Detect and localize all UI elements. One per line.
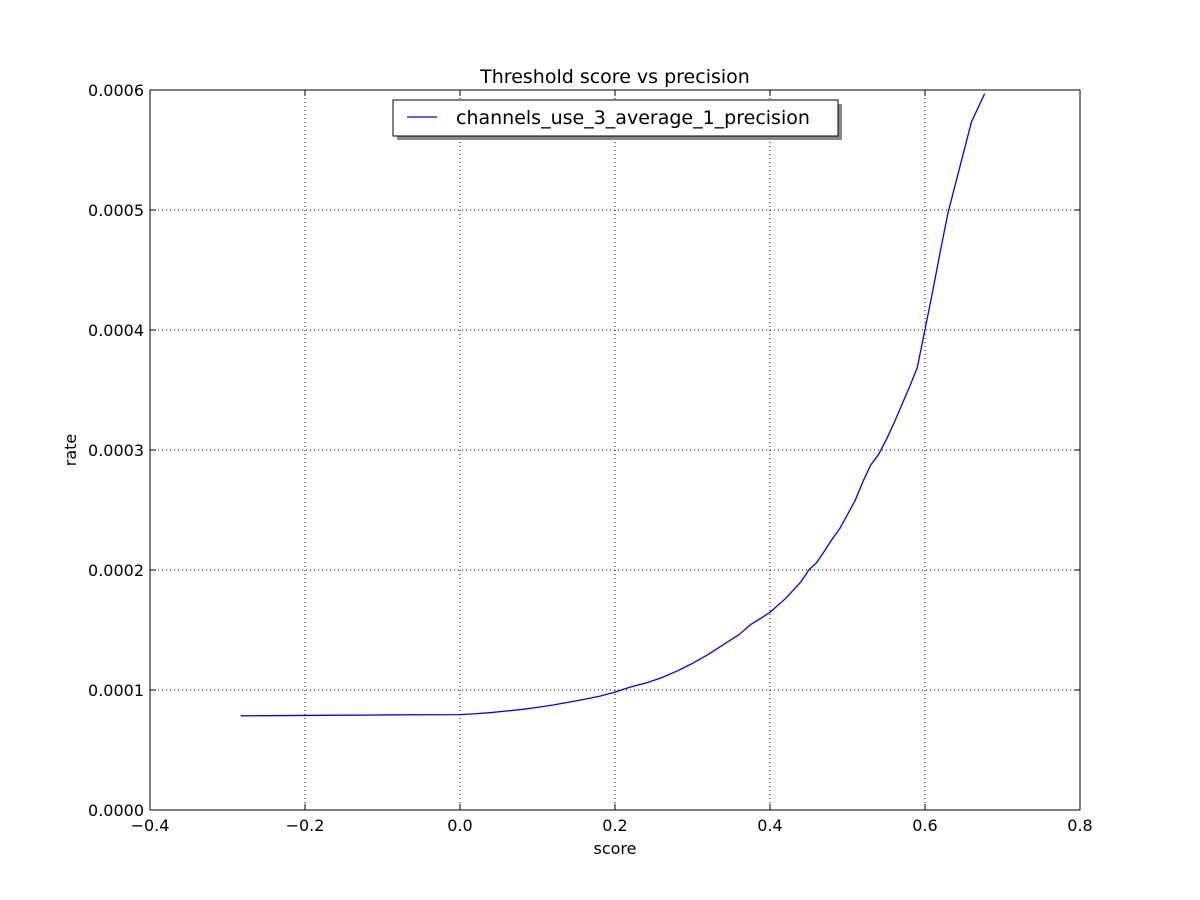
y-tick-label: 0.0001 — [88, 681, 144, 700]
x-tick-label: 0.4 — [757, 816, 782, 835]
y-axis-label: rate — [61, 434, 80, 467]
grid — [150, 90, 1080, 810]
axis-ticks: −0.4 −0.2 0.0 0.2 0.4 0.6 0.8 0.0000 0.0001 0.000… — [88, 81, 1093, 835]
x-tick-label: 0.2 — [602, 816, 627, 835]
x-tick-label: 0.0 — [447, 816, 472, 835]
legend-box — [392, 99, 839, 137]
legend: channels_use_3_average_1_precision — [392, 99, 842, 140]
y-tick-label: 0.0005 — [88, 201, 144, 220]
chart-title: Threshold score vs precision — [479, 66, 750, 88]
series-line — [240, 93, 986, 717]
series-layer — [240, 93, 986, 717]
y-tick-label: 0.0004 — [88, 321, 144, 340]
x-tick-label: −0.2 — [286, 816, 325, 835]
y-tick-label: 0.0000 — [88, 801, 144, 820]
x-axis-label: score — [594, 839, 637, 858]
y-tick-label: 0.0002 — [88, 561, 144, 580]
y-tick-label: 0.0006 — [88, 81, 144, 100]
x-tick-label: 0.6 — [912, 816, 937, 835]
x-tick-label: −0.4 — [131, 816, 170, 835]
legend-entry-label: channels_use_3_average_1_precision — [456, 107, 810, 129]
x-tick-label: 0.8 — [1067, 816, 1092, 835]
y-tick-label: 0.0003 — [88, 441, 144, 460]
